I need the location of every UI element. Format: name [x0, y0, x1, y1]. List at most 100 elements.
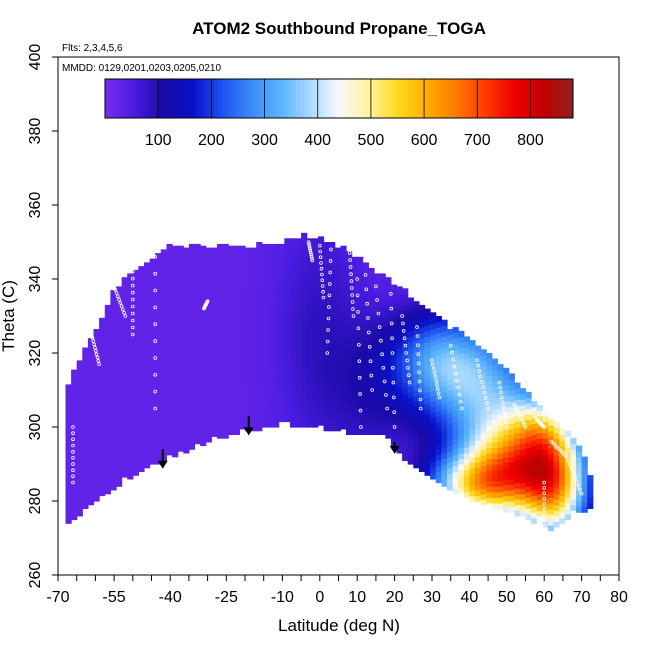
field-cell: [132, 336, 139, 343]
field-cell: [138, 465, 145, 472]
observation-point: [307, 244, 312, 248]
field-cell: [334, 403, 341, 410]
field-cell: [531, 401, 538, 408]
field-cell: [188, 316, 196, 323]
field-cell: [435, 393, 442, 400]
field-cell: [340, 267, 347, 275]
field-cell: [491, 364, 498, 371]
field-cell: [160, 327, 167, 334]
field-cell: [396, 330, 403, 337]
field-cell: [121, 365, 128, 373]
field-cell: [289, 254, 297, 262]
observation-point: [405, 358, 409, 363]
field-cell: [413, 362, 420, 369]
field-cell: [87, 382, 95, 389]
field-cell: [99, 390, 106, 397]
field-cell: [256, 425, 263, 432]
observation-point: [568, 462, 572, 467]
field-cell: [127, 301, 134, 308]
observation-point: [357, 359, 362, 364]
field-cell: [93, 434, 100, 441]
field-cell: [273, 343, 280, 350]
field-cell: [564, 436, 571, 443]
field-cell: [542, 415, 549, 423]
field-cell: [441, 330, 448, 337]
field-cell: [469, 417, 476, 424]
field-cell: [497, 458, 504, 465]
field-cell: [547, 525, 555, 532]
y-tick-label: 300: [27, 414, 44, 441]
observation-point: [153, 406, 158, 411]
field-cell: [289, 321, 297, 328]
field-cell: [536, 404, 543, 411]
field-cell: [233, 317, 240, 324]
field-cell: [205, 347, 212, 354]
field-cell: [559, 484, 566, 491]
field-cell: [576, 484, 583, 491]
field-cell: [273, 354, 280, 361]
field-cell: [228, 329, 235, 336]
field-cell: [172, 406, 179, 413]
field-cell: [99, 340, 106, 347]
colorbar-swatch: [346, 79, 352, 118]
field-cell: [447, 367, 454, 374]
field-cell: [87, 399, 95, 406]
field-cell: [177, 345, 184, 352]
field-cell: [222, 271, 229, 278]
observation-point: [375, 298, 379, 302]
field-cell: [368, 406, 375, 413]
observation-point: [131, 304, 135, 309]
field-cell: [200, 356, 207, 363]
field-cell: [346, 428, 353, 435]
field-cell: [508, 384, 515, 391]
field-cell: [110, 439, 117, 447]
field-cell: [480, 476, 487, 484]
field-cell: [245, 358, 252, 365]
field-cell: [458, 464, 465, 471]
field-cell: [188, 438, 196, 445]
field-cell: [576, 445, 583, 452]
field-cell: [127, 428, 134, 435]
field-cell: [390, 301, 398, 308]
field-cell: [76, 476, 83, 484]
field-cell: [469, 362, 476, 369]
field-cell: [480, 499, 487, 506]
field-cell: [486, 397, 493, 404]
field-cell: [172, 340, 179, 347]
field-cell: [273, 249, 280, 256]
field-cell: [99, 384, 106, 391]
field-cell: [228, 251, 235, 258]
field-cell: [256, 269, 263, 276]
field-cell: [368, 367, 375, 374]
field-cell: [188, 393, 196, 400]
field-cell: [508, 406, 515, 413]
field-cell: [65, 434, 72, 441]
field-cell: [329, 269, 336, 276]
field-cell: [430, 340, 437, 347]
field-cell: [553, 510, 560, 517]
field-cell: [261, 282, 268, 289]
field-cell: [447, 406, 454, 413]
field-cell: [127, 434, 134, 441]
field-cell: [110, 295, 117, 302]
field-cell: [205, 258, 212, 265]
field-cell: [402, 421, 409, 428]
field-cell: [357, 406, 364, 413]
field-cell: [278, 399, 285, 406]
field-cell: [116, 341, 123, 349]
field-cell: [531, 506, 538, 513]
observation-point: [369, 373, 374, 378]
field-cell: [200, 251, 207, 258]
field-cell: [536, 460, 543, 467]
observation-point: [153, 389, 158, 394]
observation-point: [71, 449, 75, 454]
field-cell: [65, 428, 72, 435]
field-cell: [374, 323, 381, 330]
field-cell: [76, 499, 83, 506]
field-cell: [312, 377, 319, 384]
field-cell: [155, 386, 162, 393]
field-cell: [194, 316, 201, 323]
field-cell: [503, 401, 510, 408]
field-cell: [564, 480, 571, 487]
field-cell: [222, 393, 229, 400]
